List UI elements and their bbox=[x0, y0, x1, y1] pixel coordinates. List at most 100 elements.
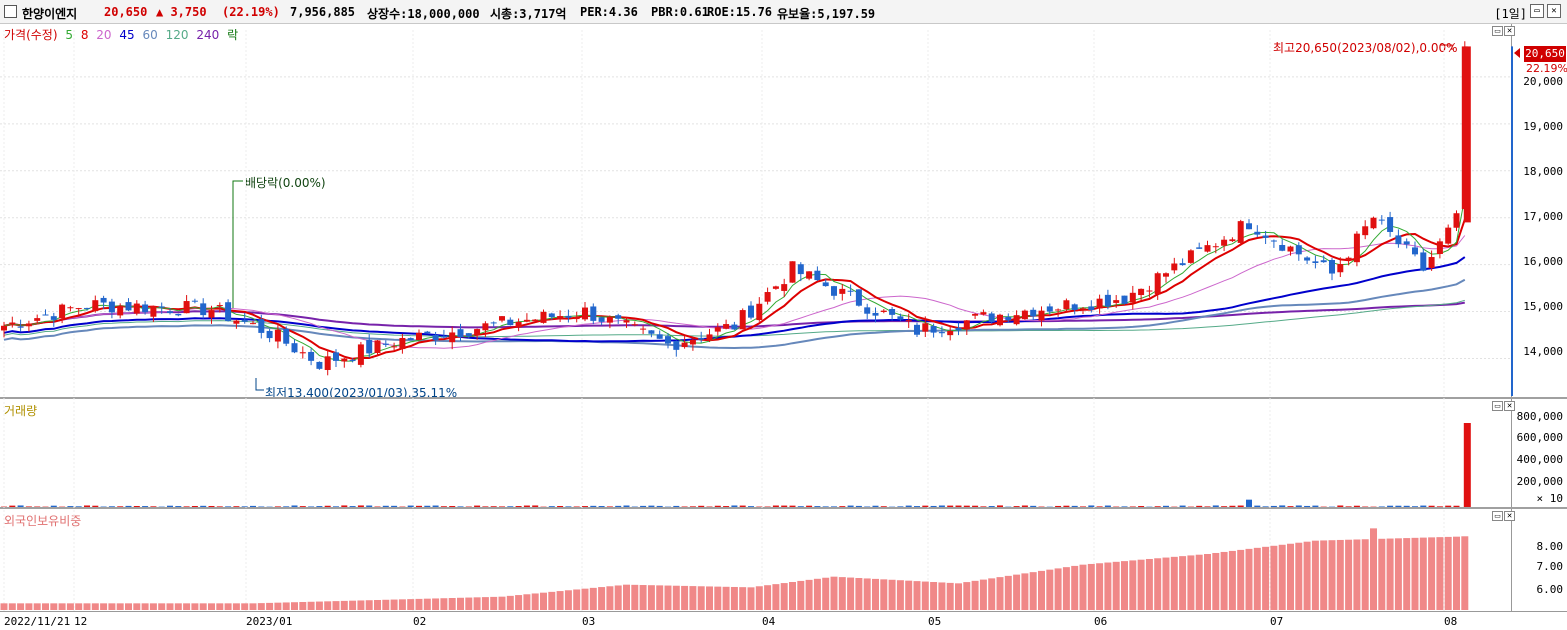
foreign-bar bbox=[100, 603, 108, 610]
candle-body bbox=[665, 336, 671, 344]
candle-body bbox=[1212, 246, 1219, 248]
ma-legend-5: 5 bbox=[65, 28, 73, 42]
volume-bar bbox=[50, 505, 57, 507]
volume-bar bbox=[723, 506, 730, 507]
volume-bar bbox=[997, 505, 1003, 507]
foreign-bar bbox=[1295, 542, 1303, 610]
foreign-bar bbox=[739, 587, 747, 610]
panel-close-icon[interactable]: ✕ bbox=[1504, 26, 1515, 36]
foreign-bar bbox=[17, 603, 25, 610]
foreign-bar bbox=[440, 598, 448, 610]
last-candle bbox=[1463, 46, 1471, 223]
panel-maximize-icon[interactable]: ▭ bbox=[1492, 26, 1503, 36]
candle-body bbox=[1121, 295, 1128, 304]
panel-close-icon[interactable]: ✕ bbox=[1504, 511, 1515, 521]
volume-bar bbox=[1453, 505, 1460, 507]
period-selector[interactable]: [1일] bbox=[1494, 7, 1527, 21]
volume-bar bbox=[349, 506, 356, 507]
foreign-bar bbox=[1228, 550, 1236, 610]
date-tick: 05 bbox=[928, 615, 942, 628]
foreign-bar bbox=[1162, 557, 1170, 610]
panel-close-icon[interactable]: ✕ bbox=[1504, 401, 1515, 411]
volume-bar bbox=[1254, 505, 1261, 507]
foreign-bar bbox=[714, 586, 722, 610]
foreign-bar bbox=[423, 598, 431, 610]
maximize-icon[interactable]: ▭ bbox=[1530, 4, 1544, 18]
candle-body bbox=[1171, 263, 1178, 271]
foreign-bar bbox=[1411, 537, 1419, 610]
foreign-bar bbox=[789, 582, 796, 610]
date-tick: 12 bbox=[74, 615, 88, 628]
foreign-bar bbox=[996, 577, 1004, 610]
candle-body bbox=[308, 351, 315, 361]
foreign-bar bbox=[432, 598, 440, 610]
volume-legend-label: 거래량 bbox=[4, 404, 38, 418]
candle-body bbox=[266, 330, 273, 339]
foreign-bar bbox=[813, 578, 821, 610]
volume-bar bbox=[1395, 505, 1402, 507]
foreign-bar bbox=[1262, 546, 1270, 610]
candle-body bbox=[499, 316, 505, 321]
candle-body bbox=[947, 330, 954, 336]
foreign-bar bbox=[979, 579, 987, 610]
volume-bar bbox=[167, 505, 173, 507]
ma-legend-120: 120 bbox=[165, 28, 189, 42]
foreign-bar bbox=[390, 599, 398, 610]
select-checkbox[interactable] bbox=[4, 5, 17, 18]
volume-bar bbox=[1353, 505, 1360, 507]
candle-body bbox=[847, 290, 854, 292]
panel-maximize-icon[interactable]: ▭ bbox=[1492, 511, 1503, 521]
volume-bar bbox=[897, 506, 904, 507]
foreign-bar bbox=[332, 601, 340, 610]
last-price-arrow-icon bbox=[1514, 48, 1520, 58]
close-icon[interactable]: ✕ bbox=[1547, 4, 1561, 18]
candle-body bbox=[673, 340, 680, 350]
volume-bar bbox=[880, 506, 887, 507]
candle-body bbox=[457, 329, 464, 338]
panel-maximize-icon[interactable]: ▭ bbox=[1492, 401, 1503, 411]
price-tick: 14,000 bbox=[1523, 345, 1563, 358]
candle-body bbox=[706, 334, 713, 341]
candle-body bbox=[640, 328, 647, 330]
reserve-ratio: 유보율:5,197.59 bbox=[777, 7, 876, 21]
foreign-bar bbox=[1345, 539, 1353, 610]
volume-bar bbox=[1055, 505, 1062, 507]
foreign-bar bbox=[730, 586, 738, 610]
foreign-bar bbox=[83, 603, 91, 610]
foreign-bar bbox=[216, 603, 224, 610]
candle-body bbox=[1138, 288, 1145, 296]
price-tick: 17,000 bbox=[1523, 210, 1563, 223]
candle-body bbox=[689, 339, 696, 345]
volume-panel[interactable] bbox=[0, 399, 1512, 508]
panel-divider[interactable] bbox=[0, 397, 1567, 399]
foreign-bar bbox=[764, 585, 772, 610]
candle-body bbox=[748, 305, 754, 318]
candle-body bbox=[142, 304, 149, 313]
foreign-bar bbox=[780, 583, 788, 610]
foreign-bar bbox=[880, 579, 888, 610]
foreign-bar bbox=[755, 586, 763, 610]
foreign-bar bbox=[971, 580, 979, 610]
volume-bar bbox=[208, 505, 215, 507]
candle-body bbox=[1063, 300, 1070, 310]
candle-body bbox=[1320, 260, 1327, 263]
volume-bar bbox=[1229, 505, 1236, 507]
stock-info-bar: 한양이엔지 20,650 ▲ 3,750 (22.19%) 7,956,885 … bbox=[0, 0, 1567, 24]
candle-body bbox=[1428, 257, 1435, 269]
volume-bar bbox=[963, 505, 970, 507]
volume-bar bbox=[590, 505, 597, 507]
foreign-bar bbox=[257, 603, 265, 610]
candle-body bbox=[42, 314, 49, 316]
candle-body bbox=[200, 303, 207, 316]
ma8-line bbox=[3, 219, 1466, 360]
candle-body bbox=[357, 344, 364, 365]
price-axis: 20,000 19,000 18,000 17,000 16,000 15,00… bbox=[1512, 24, 1567, 398]
volume-bar bbox=[1387, 505, 1394, 507]
volume-bar bbox=[482, 506, 489, 507]
candle-body bbox=[75, 308, 82, 310]
foreign-bar bbox=[349, 600, 357, 610]
roe-value: ROE:15.76 bbox=[707, 5, 773, 19]
candle-body bbox=[474, 329, 481, 336]
panel-divider[interactable] bbox=[0, 507, 1567, 509]
candle-body bbox=[532, 319, 539, 322]
